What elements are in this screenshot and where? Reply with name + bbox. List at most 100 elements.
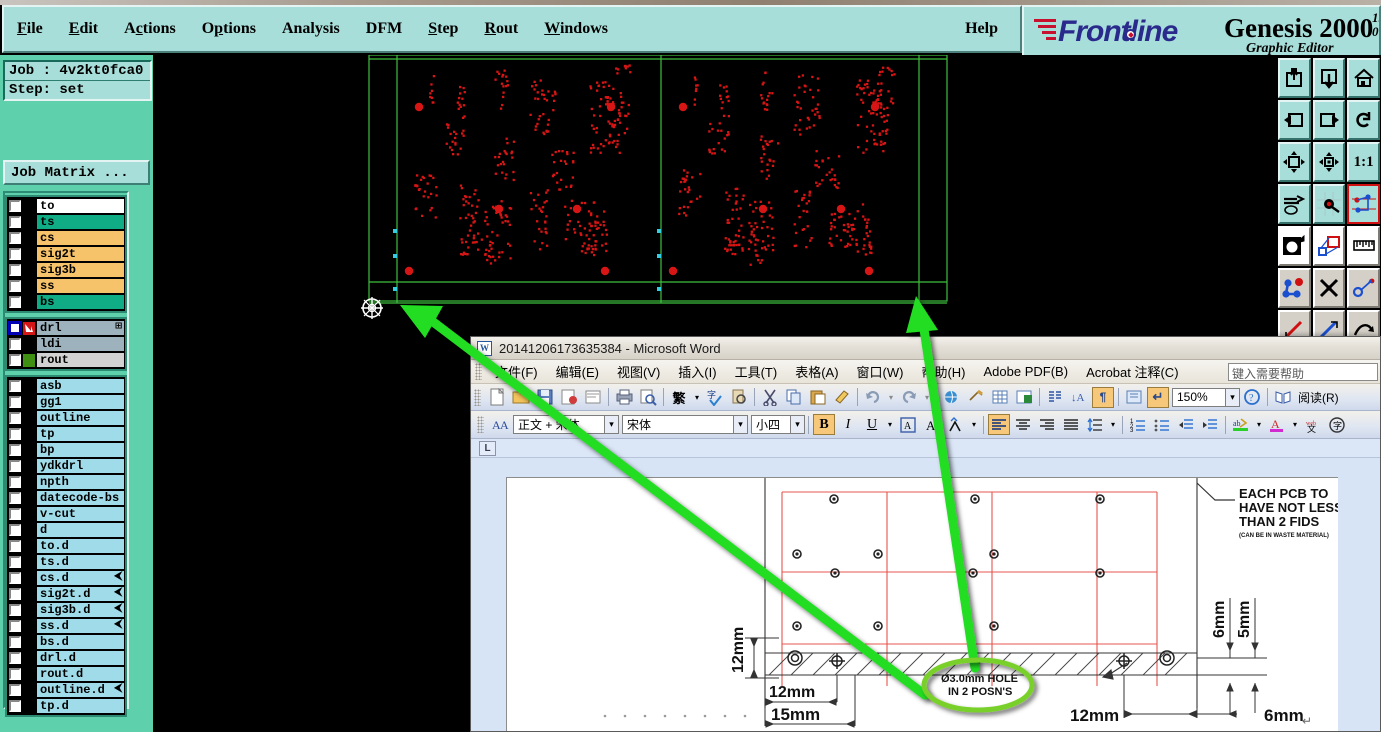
layer-color-swatch[interactable] bbox=[23, 667, 35, 681]
word-window[interactable]: W 20141206173635384 - Microsoft Word 文件(… bbox=[470, 336, 1381, 732]
layer-color-swatch[interactable] bbox=[23, 603, 35, 617]
document-map-icon[interactable] bbox=[1123, 387, 1145, 408]
font-dropdown-arrow[interactable]: ▾ bbox=[734, 415, 748, 434]
line-spacing-button[interactable] bbox=[1084, 414, 1106, 435]
style-dropdown-arrow[interactable]: ▾ bbox=[605, 415, 619, 434]
layer-name-label[interactable]: ts.d bbox=[36, 554, 125, 570]
chevron-down-icon[interactable]: ▾ bbox=[694, 392, 699, 402]
layer-name-label[interactable]: bs.d bbox=[36, 634, 125, 650]
reading-layout-label[interactable]: 阅读(R) bbox=[1298, 390, 1339, 405]
copy-icon[interactable] bbox=[783, 387, 805, 408]
word-document-page[interactable]: 12mm 12mm 15mm bbox=[506, 477, 1338, 731]
permission-icon[interactable] bbox=[582, 387, 604, 408]
layer-name-label[interactable]: v-cut bbox=[36, 506, 125, 522]
bulleted-list-button[interactable] bbox=[1151, 414, 1173, 435]
layer-name-label[interactable]: ss.d ⮜ bbox=[36, 618, 125, 634]
layer-row-sig2t[interactable]: sig2t bbox=[7, 246, 125, 262]
layer-name-label[interactable]: ydkdrl bbox=[36, 458, 125, 474]
layer-row-d[interactable]: d bbox=[7, 522, 125, 538]
layer-checkbox[interactable] bbox=[9, 700, 21, 712]
word-menu-file[interactable]: 文件(F) bbox=[495, 365, 538, 380]
chevron-down-icon[interactable]: ▾ bbox=[887, 420, 892, 429]
layer-color-swatch[interactable] bbox=[23, 427, 35, 441]
format-painter-icon[interactable] bbox=[831, 387, 853, 408]
save-icon[interactable] bbox=[534, 387, 556, 408]
menu-options[interactable]: Options bbox=[201, 20, 256, 37]
layer-row-ldi[interactable]: ldi bbox=[7, 336, 125, 352]
zoom-level-input[interactable]: 150% bbox=[1172, 387, 1226, 407]
layer-name-label[interactable]: outline bbox=[36, 410, 125, 426]
layer-row-to[interactable]: to bbox=[7, 198, 125, 214]
layer-name-label[interactable]: asb bbox=[36, 378, 125, 394]
layer-color-swatch[interactable] bbox=[23, 215, 35, 229]
layer-checkbox[interactable] bbox=[9, 412, 21, 424]
word-menu-view[interactable]: 视图(V) bbox=[616, 365, 661, 380]
word-menu-edit[interactable]: 编辑(E) bbox=[555, 365, 599, 380]
undo-icon[interactable] bbox=[862, 387, 884, 408]
layer-checkbox[interactable] bbox=[9, 460, 21, 472]
formatting-marks-icon[interactable]: ↵ bbox=[1147, 386, 1169, 408]
hyperlink-icon[interactable] bbox=[941, 387, 963, 408]
layer-name-label[interactable]: tp bbox=[36, 426, 125, 442]
menu-dfm[interactable]: DFM bbox=[365, 20, 403, 37]
layer-color-swatch[interactable] bbox=[23, 491, 35, 505]
layer-row-datecode-bs[interactable]: datecode-bs bbox=[7, 490, 125, 506]
layer-row-rout.d[interactable]: rout.d bbox=[7, 666, 125, 682]
layer-color-swatch[interactable] bbox=[23, 353, 35, 367]
tables-borders-icon[interactable] bbox=[965, 387, 987, 408]
layer-name-label[interactable]: bp bbox=[36, 442, 125, 458]
reading-layout-icon[interactable] bbox=[1272, 387, 1294, 408]
font-size-dropdown-arrow[interactable]: ▾ bbox=[791, 415, 805, 434]
layer-color-swatch[interactable] bbox=[23, 443, 35, 457]
show-hide-icon[interactable]: ¶ bbox=[1092, 386, 1114, 408]
layer-name-label[interactable]: to bbox=[36, 198, 125, 214]
layer-color-swatch[interactable] bbox=[23, 337, 35, 351]
layer-checkbox[interactable] bbox=[9, 354, 21, 366]
menu-step[interactable]: Step bbox=[428, 20, 459, 37]
home-view-icon[interactable] bbox=[1347, 58, 1381, 98]
sort-icon[interactable]: ↓A bbox=[1068, 387, 1090, 408]
layer-name-label[interactable]: ts bbox=[36, 214, 125, 230]
layer-checkbox[interactable] bbox=[9, 428, 21, 440]
layer-row-tp[interactable]: tp bbox=[7, 426, 125, 442]
layer-row-sig3b[interactable]: sig3b bbox=[7, 262, 125, 278]
layer-color-swatch[interactable] bbox=[23, 523, 35, 537]
email-icon[interactable] bbox=[558, 387, 580, 408]
layer-color-swatch[interactable] bbox=[23, 699, 35, 713]
job-matrix-button[interactable]: Job Matrix ... bbox=[3, 160, 150, 185]
insert-excel-icon[interactable] bbox=[1013, 387, 1035, 408]
layer-checkbox[interactable] bbox=[9, 396, 21, 408]
enclose-character-icon[interactable]: 字 bbox=[1326, 414, 1348, 435]
research-icon[interactable] bbox=[728, 387, 750, 408]
layer-row-outline.d[interactable]: outline.d ⮜ bbox=[7, 682, 125, 698]
word-menu-tools[interactable]: 工具(T) bbox=[734, 365, 778, 380]
spellcheck-icon[interactable]: 字 bbox=[704, 387, 726, 408]
layer-name-label[interactable]: outline.d ⮜ bbox=[36, 682, 125, 698]
layer-color-swatch[interactable] bbox=[23, 379, 35, 393]
menu-file[interactable]: File bbox=[17, 20, 43, 37]
word-menu-acrobat-comments[interactable]: Acrobat 注释(C) bbox=[1086, 365, 1179, 380]
load-from-clipboard-icon[interactable] bbox=[1312, 58, 1346, 98]
layer-checkbox[interactable] bbox=[9, 248, 21, 260]
layer-name-label[interactable]: npth bbox=[36, 474, 125, 490]
layer-color-swatch[interactable] bbox=[23, 571, 35, 585]
word-menu-table[interactable]: 表格(A) bbox=[795, 365, 839, 380]
layer-checkbox[interactable] bbox=[9, 444, 21, 456]
layer-color-swatch[interactable] bbox=[23, 651, 35, 665]
tab-stop-selector[interactable]: L bbox=[479, 440, 496, 456]
layer-row-bp[interactable]: bp bbox=[7, 442, 125, 458]
word-menu-adobe-pdf[interactable]: Adobe PDF(B) bbox=[983, 364, 1069, 379]
layer-color-swatch[interactable] bbox=[23, 683, 35, 697]
align-left-button[interactable] bbox=[988, 414, 1010, 435]
pan-left-icon[interactable] bbox=[1278, 100, 1311, 140]
layer-row-sig2t.d[interactable]: sig2t.d ⮜ bbox=[7, 586, 125, 602]
layer-checkbox[interactable] bbox=[9, 572, 21, 584]
decrease-indent-button[interactable] bbox=[1175, 414, 1197, 435]
open-folder-icon[interactable] bbox=[510, 387, 532, 408]
layer-row-gg1[interactable]: gg1 bbox=[7, 394, 125, 410]
undo-icon[interactable] bbox=[1347, 100, 1381, 140]
print-icon[interactable] bbox=[613, 387, 635, 408]
layer-name-label[interactable]: to.d bbox=[36, 538, 125, 554]
layer-name-label[interactable]: rout bbox=[36, 352, 125, 368]
